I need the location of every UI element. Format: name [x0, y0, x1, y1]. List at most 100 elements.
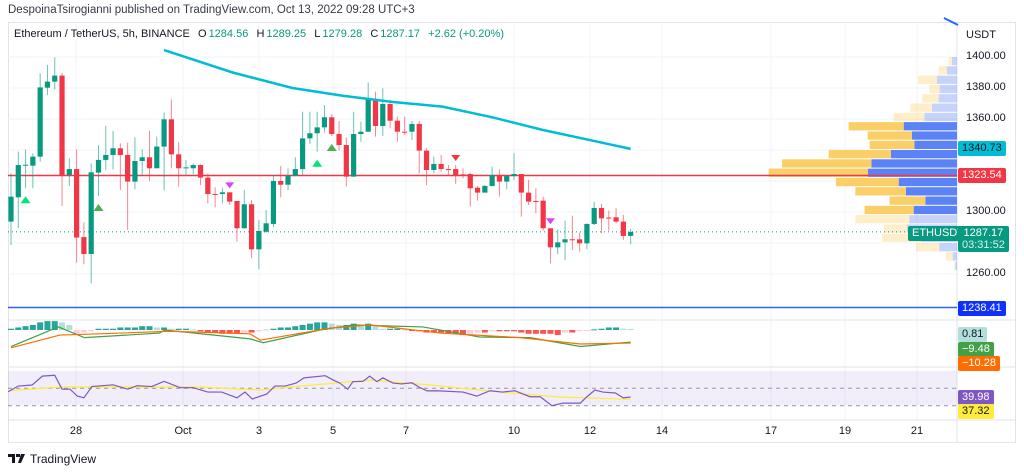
candle-body — [314, 127, 320, 134]
macd-histogram-bar — [29, 324, 36, 330]
candle-body — [351, 134, 357, 177]
candle-body — [241, 204, 247, 229]
publish-info: DespoinaTsirogianni published on Trading… — [8, 4, 415, 16]
chart-frame — [8, 22, 1016, 443]
candle-body — [467, 174, 473, 189]
macd-histogram-bar — [481, 330, 488, 333]
candle-body — [445, 169, 451, 171]
volume-profile-up-bar — [891, 150, 957, 159]
macd-histogram-bar — [547, 330, 554, 334]
candle-body — [74, 169, 80, 238]
support-price-tag: 1238.41 — [958, 301, 1006, 316]
candle-body — [569, 239, 575, 241]
currency-label: USDT — [966, 29, 996, 41]
candle-body — [591, 207, 597, 224]
volume-profile-down-bar — [929, 84, 940, 94]
candle-body — [460, 174, 466, 176]
macd-histogram-bar — [613, 327, 620, 330]
candle-body — [518, 174, 524, 193]
macd-histogram-bar — [452, 330, 459, 334]
candle-body — [394, 120, 400, 132]
symbol-title[interactable]: Ethereum / TetherUS, 5h, BINANCE — [14, 28, 190, 40]
ma-line-top — [84, 20, 90, 22]
macd-histogram-bar — [175, 328, 182, 330]
macd-histogram-bar — [131, 327, 138, 330]
macd-histogram-bar — [605, 327, 612, 330]
volume-profile-up-bar — [924, 112, 957, 122]
candle-body — [613, 217, 619, 222]
volume-profile-down-bar — [828, 150, 891, 159]
volume-profile-up-bar — [898, 177, 957, 187]
candle-body — [474, 187, 481, 193]
price-tick-label: 1260.00 — [966, 267, 1006, 279]
candle-body — [132, 161, 138, 182]
open-label: O — [198, 28, 207, 40]
macd-signal-tag: −10.28 — [958, 356, 1000, 371]
price-tick-label: 1300.00 — [966, 205, 1006, 217]
volume-profile-down-bar — [867, 131, 912, 140]
volume-profile-up-bar — [868, 168, 957, 177]
candle-body — [402, 131, 408, 133]
candle-body — [168, 119, 174, 155]
candle-body — [81, 237, 87, 255]
macd-histogram-bar — [569, 330, 576, 333]
candle-body — [248, 204, 255, 250]
macd-histogram-bar — [204, 330, 211, 333]
macd-histogram-bar — [15, 327, 22, 330]
volume-profile-up-bar — [939, 243, 957, 252]
candle-body — [606, 217, 612, 219]
candle-body — [504, 176, 510, 182]
volume-profile-up-bar — [903, 122, 957, 131]
candle-body — [66, 169, 72, 175]
volume-profile-down-bar — [889, 196, 926, 205]
volume-profile-down-bar — [869, 140, 915, 149]
candle-body — [22, 164, 29, 166]
macd-histogram-bar — [22, 326, 29, 330]
open-value: 1284.56 — [208, 28, 249, 40]
volume-profile-down-bar — [836, 177, 899, 187]
macd-histogram-tag: 0.81 — [958, 327, 988, 342]
macd-histogram-bar — [80, 330, 87, 333]
macd-histogram-bar — [44, 321, 51, 330]
tradingview-logo[interactable]: TradingView — [8, 452, 96, 466]
volume-profile-up-bar — [913, 205, 957, 215]
macd-histogram-bar — [321, 322, 328, 330]
macd-histogram-bar — [73, 330, 80, 334]
candle-body — [15, 165, 21, 198]
macd-histogram-bar — [620, 328, 627, 330]
volume-profile-down-bar — [893, 112, 925, 122]
macd-histogram-bar — [306, 323, 313, 330]
macd-histogram-bar — [88, 330, 95, 332]
candle-body — [285, 176, 291, 185]
tradingview-wordmark: TradingView — [30, 452, 97, 466]
candle-body — [336, 134, 342, 146]
macd-histogram-bar — [576, 330, 583, 332]
candle-body — [161, 119, 167, 147]
macd-histogram-bar — [540, 330, 547, 334]
sell-signal-triangle — [451, 155, 461, 162]
candle-body — [496, 174, 503, 182]
buy-signal-triangle — [312, 159, 323, 167]
candle-body — [431, 163, 437, 170]
high-value: 1289.25 — [266, 28, 307, 40]
candle-body — [44, 81, 51, 88]
candle-body — [30, 156, 36, 166]
candle-body — [372, 99, 379, 126]
time-tick-label: 17 — [764, 425, 778, 437]
candle-body — [482, 185, 488, 193]
candle-body — [95, 159, 102, 173]
buy-signal-triangle — [93, 204, 104, 212]
candle-body — [438, 163, 444, 170]
buy-signal-triangle — [326, 144, 337, 152]
candle-body — [540, 200, 546, 229]
candle-body — [278, 181, 284, 185]
candle-body — [219, 192, 226, 195]
time-tick-label: 12 — [583, 425, 597, 437]
candle-body — [416, 123, 422, 151]
time-tick-label: 19 — [838, 425, 852, 437]
time-tick-label: 7 — [402, 425, 410, 437]
volume-profile-up-bar — [938, 94, 957, 103]
candle-body — [88, 172, 94, 255]
change-value: +2.62 (+0.20%) — [428, 28, 504, 40]
